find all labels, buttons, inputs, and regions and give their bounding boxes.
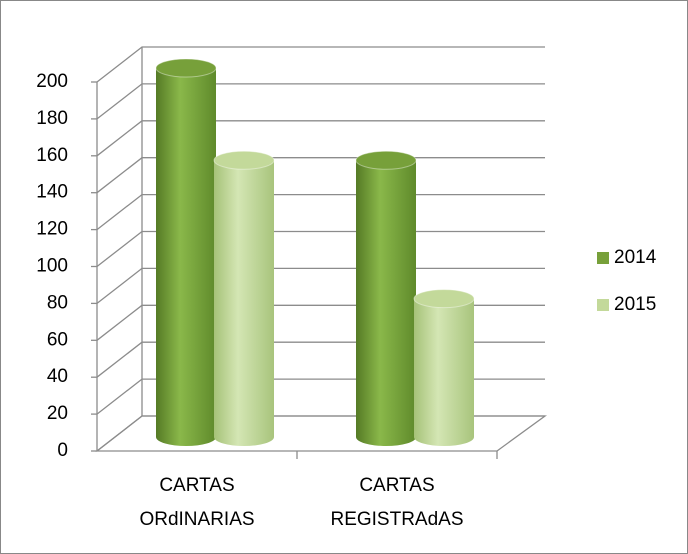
- x-tick-label: CARTAS: [159, 475, 234, 496]
- bar: [413, 289, 475, 446]
- cylinder-top: [213, 150, 275, 170]
- legend-label: 2014: [614, 247, 657, 268]
- x-tick-label: CARTAS: [359, 475, 434, 496]
- bar: [355, 150, 417, 446]
- x-tick-label: REGISTRAdAS: [330, 509, 463, 530]
- legend-label: 2015: [614, 294, 656, 315]
- y-tick-label: 0: [57, 440, 68, 461]
- grid-line: [96, 83, 545, 120]
- y-tick-label: 80: [47, 292, 68, 313]
- legend-swatch: [597, 299, 609, 311]
- cylinder-body: [356, 160, 416, 446]
- y-tick-label: 60: [47, 329, 68, 350]
- cylinder-body: [214, 160, 274, 446]
- bar: [213, 150, 275, 446]
- y-tick-label: 160: [36, 145, 68, 166]
- cylinder-top: [413, 289, 475, 309]
- y-tick-label: 20: [47, 403, 68, 424]
- y-tick-label: 100: [36, 256, 68, 277]
- y-tick-label: 180: [36, 108, 68, 129]
- y-tick-label: 140: [36, 182, 68, 203]
- grid-line: [96, 120, 545, 157]
- cylinder-body: [414, 298, 474, 446]
- bar: [155, 58, 217, 446]
- cylinder-top: [355, 150, 417, 170]
- x-tick-label: ORdINARIAS: [139, 509, 254, 530]
- grid-line: [96, 46, 545, 83]
- cylinder-body: [156, 68, 216, 446]
- y-tick-label: 120: [36, 219, 68, 240]
- y-tick-label: 40: [47, 366, 68, 387]
- legend-swatch: [597, 252, 609, 264]
- y-tick-label: 200: [36, 71, 68, 92]
- cylinder-top: [155, 58, 217, 78]
